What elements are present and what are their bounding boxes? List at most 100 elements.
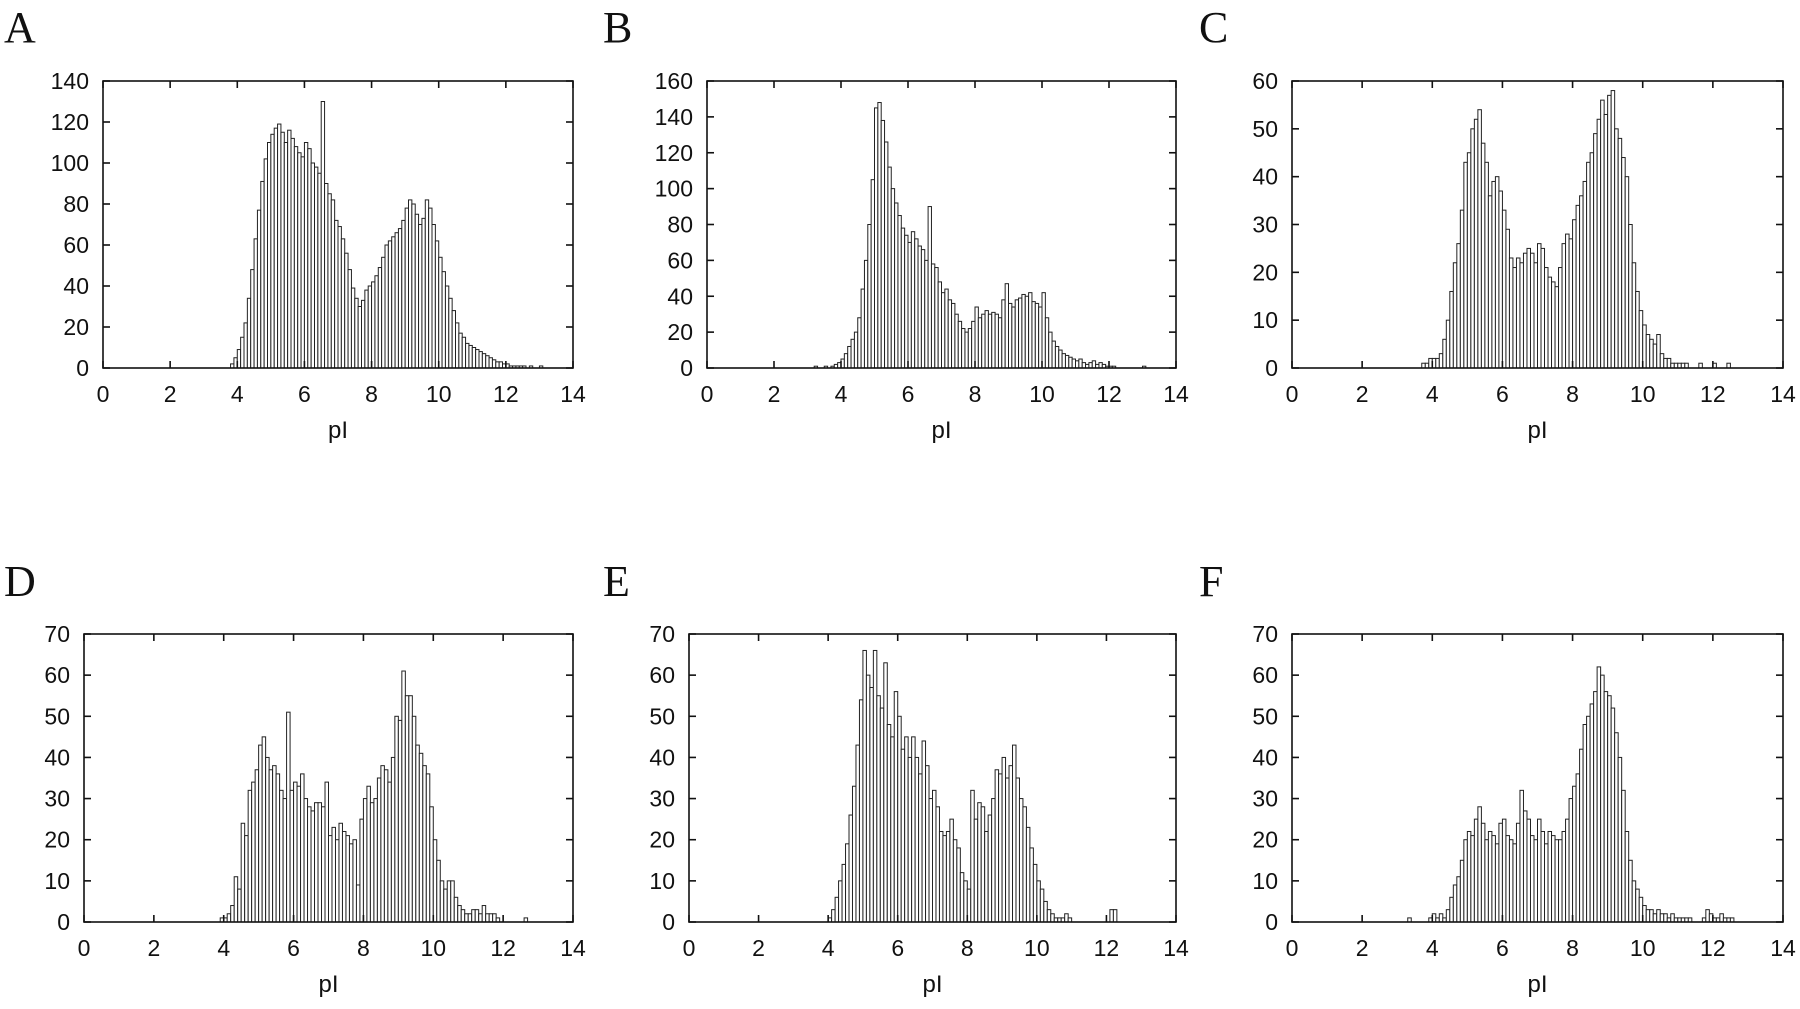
histogram-bar: [1512, 843, 1517, 923]
x-tick-label: 8: [365, 381, 378, 407]
histogram-bar: [1596, 118, 1602, 369]
histogram-bar: [910, 231, 916, 369]
histogram-bar: [394, 715, 399, 923]
histogram-bar: [994, 313, 999, 369]
histogram-bar: [380, 765, 385, 923]
histogram-bar: [293, 781, 298, 923]
y-tick-label: 20: [63, 314, 89, 340]
plot-frame: [688, 633, 1177, 923]
histogram-bar: [280, 131, 285, 369]
histogram-bar: [247, 789, 253, 923]
histogram-bar: [387, 781, 392, 923]
histogram-bar: [932, 789, 937, 923]
x-tick-label: 12: [1096, 381, 1122, 407]
histogram-bar: [1614, 732, 1619, 923]
histogram-bar: [991, 798, 996, 923]
x-tick-label: 12: [1094, 935, 1120, 961]
histogram-bar: [485, 355, 490, 369]
plot-frame: [102, 80, 574, 369]
histogram-bar: [1075, 360, 1080, 369]
histogram-bar: [987, 313, 993, 369]
histogram-bar: [938, 830, 944, 923]
histogram-bar: [872, 649, 878, 923]
histogram-bar: [1575, 773, 1581, 923]
x-tick-label: 6: [287, 935, 300, 961]
histogram-bar: [1015, 777, 1020, 923]
histogram-bar: [1038, 306, 1043, 369]
histogram-bar: [237, 888, 242, 923]
x-tick-label: 12: [493, 381, 519, 407]
histogram-bar: [851, 785, 857, 923]
histogram-bar: [279, 789, 284, 923]
histogram-bar: [1487, 195, 1493, 369]
histogram-bar: [981, 313, 986, 369]
histogram-bar: [1649, 909, 1654, 923]
y-tick-label: 10: [1252, 868, 1278, 894]
histogram-bar: [461, 336, 467, 369]
y-tick-label: 60: [1252, 68, 1278, 94]
histogram-bar: [984, 830, 989, 923]
histogram-bar: [1635, 888, 1640, 923]
histogram-bar: [921, 740, 927, 923]
histogram-bar: [980, 806, 986, 923]
y-tick-label: 120: [655, 140, 693, 166]
histogram-bar: [1487, 830, 1493, 923]
y-tick-label: 140: [51, 68, 89, 94]
histogram-bar: [1551, 835, 1556, 923]
histogram-bar: [348, 843, 354, 923]
histogram-bar: [233, 876, 239, 923]
histogram-bar: [277, 123, 282, 369]
histogram-bar: [1529, 835, 1535, 923]
histogram-bar: [1008, 765, 1014, 923]
histogram-bar: [422, 765, 427, 923]
histogram-bar: [937, 281, 943, 369]
histogram-bar: [282, 798, 288, 923]
histogram-bar: [1088, 362, 1093, 369]
x-tick-label: 2: [768, 381, 781, 407]
histogram-bar: [1600, 99, 1605, 369]
histogram-bar: [415, 744, 420, 923]
histogram-bar: [949, 818, 954, 923]
histogram-bar: [1582, 180, 1588, 369]
histogram-bar: [334, 839, 340, 923]
histogram-bar: [1628, 859, 1633, 923]
histogram-bar: [855, 744, 860, 923]
x-tick-label: 10: [1024, 935, 1050, 961]
histogram-bar: [1452, 884, 1458, 923]
histogram-bar: [1526, 818, 1531, 923]
histogram-bar: [1068, 356, 1073, 369]
y-tick-label: 60: [667, 247, 693, 273]
histogram-bar: [297, 152, 302, 369]
histogram-bar: [1470, 128, 1475, 369]
histogram-bar: [1463, 161, 1468, 369]
histogram-bar: [1466, 152, 1472, 369]
x-tick-label: 4: [231, 381, 244, 407]
histogram-bar: [1034, 302, 1040, 369]
x-tick-label: 6: [891, 935, 904, 961]
x-tick-label: 14: [560, 935, 586, 961]
histogram-bar: [1005, 777, 1010, 923]
histogram-bar: [1452, 262, 1458, 369]
histogram-bar: [1628, 224, 1633, 369]
histogram-bar: [1081, 362, 1087, 369]
x-tick-label: 0: [1286, 935, 1299, 961]
histogram-bar: [1044, 317, 1050, 369]
histogram-bar: [439, 880, 445, 923]
x-tick-label: 10: [426, 381, 452, 407]
histogram-bar: [1586, 161, 1591, 369]
histogram-bar: [954, 313, 959, 369]
histogram-bar: [1589, 703, 1595, 923]
histogram-bar: [441, 271, 446, 369]
histogram-bar: [361, 299, 366, 369]
histogram-bar: [324, 781, 330, 923]
histogram-bar: [1494, 843, 1500, 923]
y-tick-label: 60: [63, 232, 89, 258]
histogram-bar: [374, 275, 379, 369]
histogram-bar: [265, 756, 270, 923]
histogram-bar: [967, 328, 973, 369]
histogram-bar: [431, 224, 436, 369]
histogram-bar: [432, 839, 438, 923]
x-axis-label: pI: [1527, 971, 1547, 998]
